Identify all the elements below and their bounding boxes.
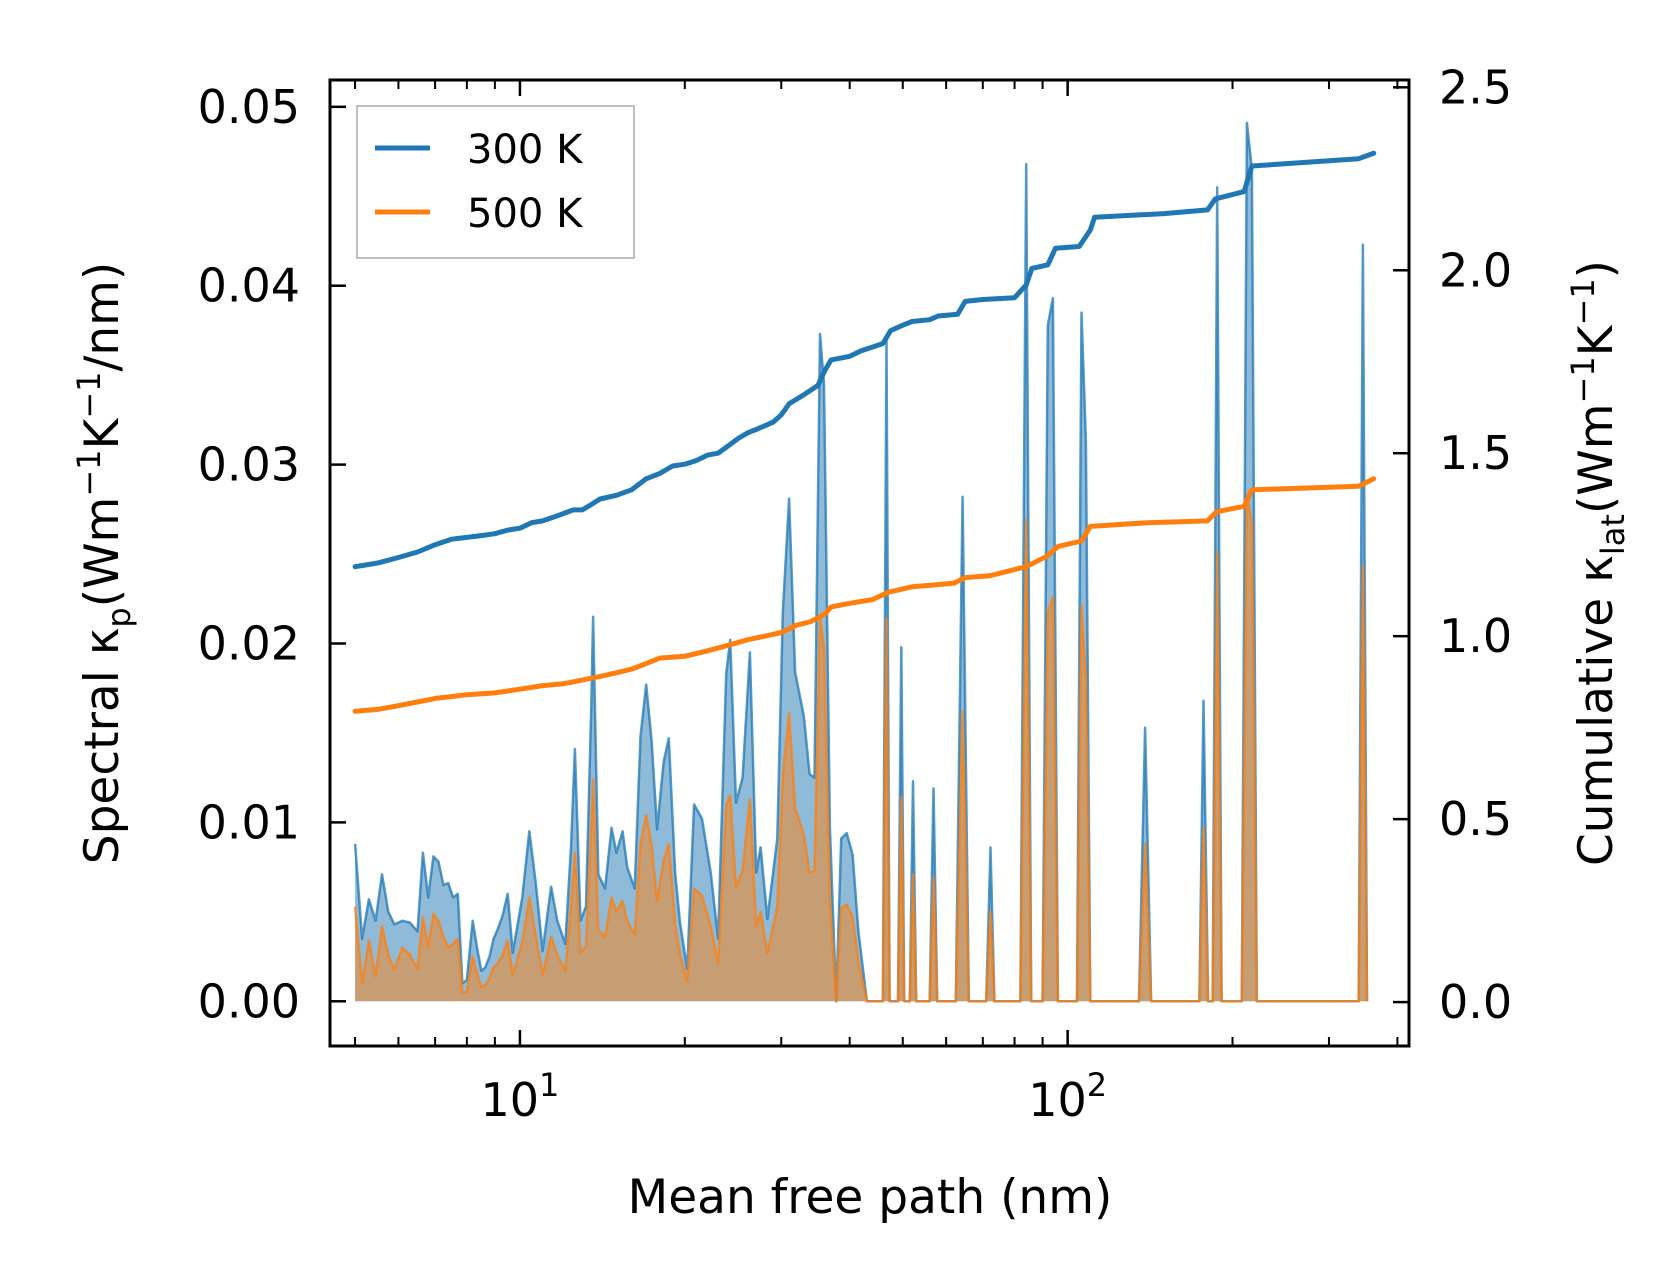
y-right-units: (Wm bbox=[1569, 403, 1624, 514]
legend-label-300k: 300 K bbox=[467, 127, 584, 173]
y-left-units-end: /nm) bbox=[75, 262, 130, 372]
y-right-tick-label: 0.0 bbox=[1439, 975, 1512, 1029]
x-tick-label: 102 bbox=[1028, 1066, 1107, 1127]
spectral-line-300k bbox=[353, 121, 1369, 1003]
y-right-superscript-2: −1 bbox=[1564, 278, 1602, 325]
y-left-tick-label: 0.00 bbox=[198, 974, 300, 1028]
y-left-units-mid: K bbox=[75, 417, 130, 449]
ticks: 101 102 0.00 0.01 0.02 0.03 0.04 0.05 0.0 0.5 1.0 1… bbox=[198, 60, 1513, 1127]
legend: 300 K 500 K bbox=[356, 105, 635, 259]
plot-area bbox=[352, 121, 1377, 1003]
x-axis-label: Mean free path (nm) bbox=[628, 1170, 1113, 1225]
spectral-area-300k bbox=[355, 122, 1368, 1002]
y-right-tick-label: 1.5 bbox=[1439, 426, 1512, 480]
spectral-line-500k bbox=[353, 493, 1369, 1003]
y-axis-left-label: Spectral κp(Wm−1K−1/nm) bbox=[70, 262, 138, 865]
y-right-tick-label: 0.5 bbox=[1439, 792, 1512, 846]
y-axis-right-label: Cumulative κlat(Wm−1K−1) bbox=[1564, 260, 1632, 866]
y-right-main: Cumulative κ bbox=[1569, 555, 1624, 866]
legend-label-500k: 500 K bbox=[467, 191, 584, 237]
y-right-subscript: lat bbox=[1594, 514, 1632, 555]
cumulative-line-300k bbox=[352, 150, 1377, 570]
y-left-tick-label: 0.04 bbox=[198, 259, 300, 313]
cumulative-line-500k bbox=[352, 476, 1377, 714]
y-right-units-end: ) bbox=[1569, 260, 1624, 278]
y-right-superscript-1: −1 bbox=[1564, 356, 1602, 403]
y-right-tick-label: 2.5 bbox=[1439, 60, 1512, 114]
axes-frame bbox=[328, 78, 1411, 1048]
y-left-superscript-2: −1 bbox=[70, 371, 108, 418]
y-left-tick-label: 0.01 bbox=[198, 795, 300, 849]
y-right-tick-label: 2.0 bbox=[1439, 243, 1512, 297]
x-tick-label: 101 bbox=[480, 1066, 559, 1127]
y-right-units-mid: K bbox=[1569, 324, 1624, 356]
legend-box bbox=[356, 105, 635, 259]
y-right-tick-label: 1.0 bbox=[1439, 609, 1512, 663]
y-left-tick-label: 0.05 bbox=[198, 80, 300, 134]
y-left-units: (Wm bbox=[75, 497, 130, 608]
y-left-tick-label: 0.03 bbox=[198, 438, 300, 492]
y-left-superscript-1: −1 bbox=[70, 449, 108, 496]
y-left-subscript: p bbox=[100, 607, 138, 627]
y-left-main: Spectral κ bbox=[75, 628, 130, 865]
y-left-tick-label: 0.02 bbox=[198, 617, 300, 671]
spectral-area-500k bbox=[355, 495, 1368, 1002]
